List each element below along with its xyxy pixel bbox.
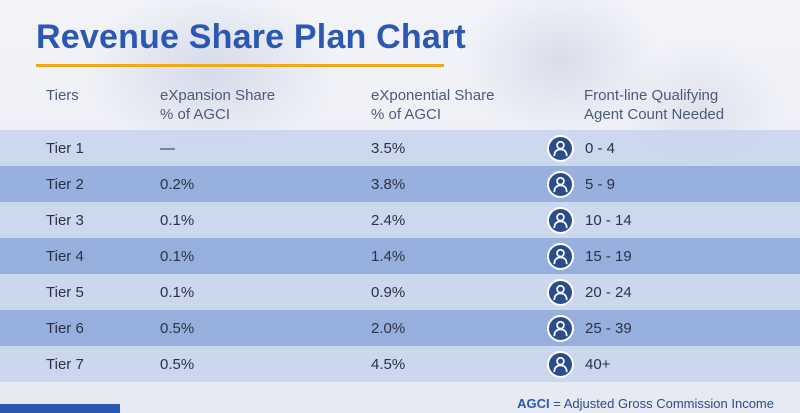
cell-tier: Tier 5	[46, 283, 84, 301]
cell-exponential-share: 2.0%	[371, 319, 406, 337]
table-header: Tiers eXpansion Share % of AGCI eXponent…	[0, 80, 800, 130]
cell-tier: Tier 4	[46, 247, 84, 265]
cell-agent-count: 40+	[547, 350, 800, 378]
person-icon	[547, 206, 574, 234]
cell-expansion-share: —	[160, 139, 175, 157]
cell-expansion-share: 0.1%	[160, 211, 195, 229]
cell-expansion-share: 0.5%	[160, 319, 195, 337]
header-expansion-line2: % of AGCI	[160, 106, 231, 123]
cell-agent-count: 25 - 39	[547, 314, 800, 342]
header-agent-count-line2: Agent Count Needed	[584, 106, 725, 123]
agent-count-value: 20 - 24	[585, 283, 632, 301]
header-exponential-line1: eXponential Share	[371, 87, 495, 104]
cell-expansion-share: 0.1%	[160, 283, 195, 301]
bottom-accent-bar	[0, 404, 120, 413]
header-expansion-line1: eXpansion Share	[160, 87, 276, 104]
cell-expansion-share: 0.1%	[160, 247, 195, 265]
cell-expansion-share: 0.2%	[160, 175, 195, 193]
header-agent-count-line1: Front-line Qualifying	[584, 87, 719, 104]
cell-agent-count: 10 - 14	[547, 206, 800, 234]
footnote-definition: = Adjusted Gross Commission Income	[549, 396, 774, 411]
table-row: Tier 1 — 3.5% 0 - 4	[0, 130, 800, 166]
cell-exponential-share: 4.5%	[371, 355, 406, 373]
footnote-abbr: AGCI	[517, 396, 550, 411]
cell-agent-count: 0 - 4	[547, 134, 800, 162]
footnote: AGCI = Adjusted Gross Commission Income	[517, 396, 774, 411]
cell-agent-count: 15 - 19	[547, 242, 800, 270]
cell-exponential-share: 1.4%	[371, 247, 406, 265]
person-icon	[547, 350, 574, 378]
cell-agent-count: 5 - 9	[547, 170, 800, 198]
page-title: Revenue Share Plan Chart	[36, 18, 466, 56]
person-icon	[547, 242, 574, 270]
table-row: Tier 6 0.5% 2.0% 25 - 39	[0, 310, 800, 346]
header-agent-count: Front-line Qualifying Agent Count Needed	[547, 80, 800, 130]
title-underline	[36, 64, 444, 67]
cell-tier: Tier 6	[46, 319, 84, 337]
table-row: Tier 2 0.2% 3.8% 5 - 9	[0, 166, 800, 202]
cell-expansion-share: 0.5%	[160, 355, 195, 373]
agent-count-value: 15 - 19	[585, 247, 632, 265]
table-row: Tier 5 0.1% 0.9% 20 - 24	[0, 274, 800, 310]
table-row: Tier 4 0.1% 1.4% 15 - 19	[0, 238, 800, 274]
header-exponential: eXponential Share % of AGCI	[335, 80, 547, 130]
table-row: Tier 7 0.5% 4.5% 40+	[0, 346, 800, 382]
person-icon	[547, 170, 574, 198]
agent-count-value: 5 - 9	[585, 175, 616, 193]
agent-count-value: 10 - 14	[585, 211, 632, 229]
header-tiers: Tiers	[0, 80, 124, 130]
header-expansion: eXpansion Share % of AGCI	[124, 80, 335, 130]
agent-count-value: 25 - 39	[585, 319, 632, 337]
cell-agent-count: 20 - 24	[547, 278, 800, 306]
cell-tier: Tier 1	[46, 139, 84, 157]
cell-exponential-share: 3.8%	[371, 175, 406, 193]
header-tiers-label: Tiers	[46, 87, 79, 104]
revenue-share-table: Tiers eXpansion Share % of AGCI eXponent…	[0, 80, 800, 382]
table-row: Tier 3 0.1% 2.4% 10 - 14	[0, 202, 800, 238]
cell-exponential-share: 0.9%	[371, 283, 406, 301]
agent-count-value: 0 - 4	[585, 139, 616, 157]
cell-exponential-share: 3.5%	[371, 139, 406, 157]
person-icon	[547, 314, 574, 342]
cell-tier: Tier 7	[46, 355, 84, 373]
agent-count-value: 40+	[585, 355, 611, 373]
table-body: Tier 1—3.5% 0 - 4 Tier 2 0.2% 3.8% 5 - 9 Tier …	[0, 130, 800, 382]
person-icon	[547, 134, 574, 162]
cell-tier: Tier 3	[46, 211, 84, 229]
cell-exponential-share: 2.4%	[371, 211, 406, 229]
header-exponential-line2: % of AGCI	[371, 106, 442, 123]
cell-tier: Tier 2	[46, 175, 84, 193]
person-icon	[547, 278, 574, 306]
